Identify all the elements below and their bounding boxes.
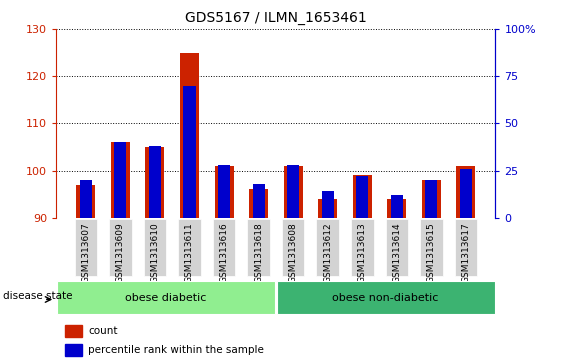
Text: GSM1313612: GSM1313612 (323, 223, 332, 283)
Bar (321, 191, 334, 218)
Bar (74, 219, 97, 277)
Text: GSM1313613: GSM1313613 (358, 223, 367, 284)
Text: obese non-diabetic: obese non-diabetic (333, 293, 439, 303)
Bar (284, 166, 303, 218)
Bar (114, 142, 126, 218)
Bar (353, 175, 372, 218)
Text: GSM1313608: GSM1313608 (289, 223, 298, 284)
Bar (422, 180, 441, 218)
Bar (65, 325, 82, 337)
Bar (276, 281, 495, 314)
Bar (386, 219, 408, 277)
Text: count: count (88, 326, 118, 336)
Bar (178, 219, 200, 277)
Bar (65, 344, 82, 356)
Bar (249, 189, 268, 218)
Text: GSM1313607: GSM1313607 (81, 223, 90, 284)
Bar (145, 147, 164, 218)
Bar (144, 219, 166, 277)
Bar (316, 219, 339, 277)
Bar (287, 165, 299, 218)
Bar (426, 180, 437, 218)
Bar (149, 146, 161, 218)
Text: GSM1313617: GSM1313617 (462, 223, 471, 284)
Bar (420, 219, 443, 277)
Bar (218, 165, 230, 218)
Text: GSM1313618: GSM1313618 (254, 223, 263, 284)
Bar (184, 86, 195, 218)
Text: obese diabetic: obese diabetic (126, 293, 207, 303)
Bar (387, 199, 406, 218)
Bar (109, 219, 132, 277)
Text: GSM1313616: GSM1313616 (220, 223, 229, 284)
Bar (253, 184, 265, 218)
Bar (356, 176, 368, 218)
Bar (282, 219, 305, 277)
Bar (213, 219, 235, 277)
Bar (57, 281, 275, 314)
Bar (247, 219, 270, 277)
Bar (457, 166, 476, 218)
Bar (80, 180, 92, 218)
Bar (76, 185, 95, 218)
Text: percentile rank within the sample: percentile rank within the sample (88, 345, 264, 355)
Text: GSM1313614: GSM1313614 (392, 223, 401, 283)
Text: GSM1313615: GSM1313615 (427, 223, 436, 284)
Bar (391, 195, 403, 218)
Text: GSM1313611: GSM1313611 (185, 223, 194, 284)
Text: GSM1313610: GSM1313610 (150, 223, 159, 284)
Bar (455, 219, 477, 277)
Text: GSM1313609: GSM1313609 (116, 223, 125, 284)
Text: disease state: disease state (3, 291, 72, 301)
Bar (180, 53, 199, 218)
Bar (111, 142, 130, 218)
Bar (460, 169, 472, 218)
Bar (351, 219, 373, 277)
Bar (318, 199, 337, 218)
Title: GDS5167 / ILMN_1653461: GDS5167 / ILMN_1653461 (185, 11, 367, 25)
Bar (215, 166, 234, 218)
